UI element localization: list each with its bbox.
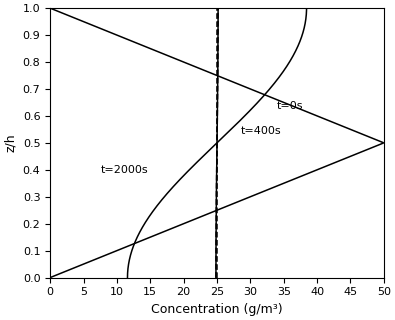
Text: t=400s: t=400s bbox=[241, 126, 281, 136]
Text: t=2000s: t=2000s bbox=[100, 165, 148, 175]
Text: t=0s: t=0s bbox=[277, 101, 304, 111]
X-axis label: Concentration (g/m³): Concentration (g/m³) bbox=[151, 303, 283, 316]
Y-axis label: z/h: z/h bbox=[4, 133, 17, 152]
